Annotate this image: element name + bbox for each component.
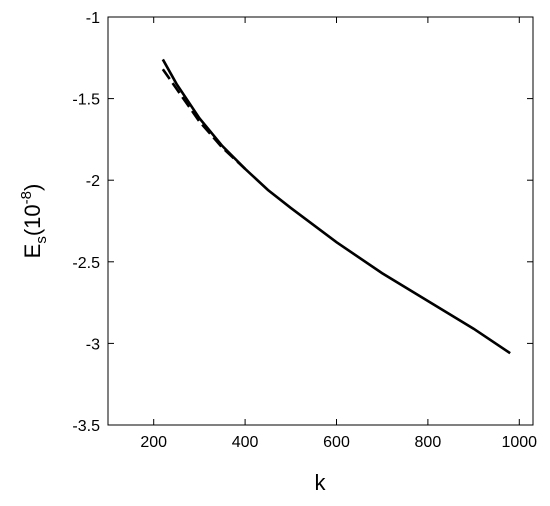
y-label-main: E — [20, 244, 45, 259]
y-label-sup: -8 — [18, 191, 35, 204]
y-label-sub: s — [33, 236, 50, 244]
y-label-close: ) — [20, 184, 45, 191]
line-series — [161, 68, 246, 170]
x-tick-label: 200 — [140, 434, 167, 451]
x-tick-label: 800 — [415, 434, 442, 451]
x-tick-label: 400 — [232, 434, 259, 451]
line-series — [161, 58, 511, 355]
y-tick-label: -1.5 — [72, 92, 100, 109]
x-tick-label: 600 — [323, 434, 350, 451]
y-tick-label: -3 — [86, 336, 100, 353]
y-tick-label: -2 — [86, 173, 100, 190]
y-tick-label: -1 — [86, 10, 100, 27]
x-tick-label: 1000 — [501, 434, 537, 451]
y-tick-label: -2.5 — [72, 255, 100, 272]
y-axis-label: Es(10-8) — [18, 184, 50, 259]
y-tick-label: -3.5 — [72, 418, 100, 435]
y-label-open: (10 — [20, 204, 45, 236]
x-axis-label: k — [315, 470, 327, 495]
plot-frame — [107, 16, 534, 426]
